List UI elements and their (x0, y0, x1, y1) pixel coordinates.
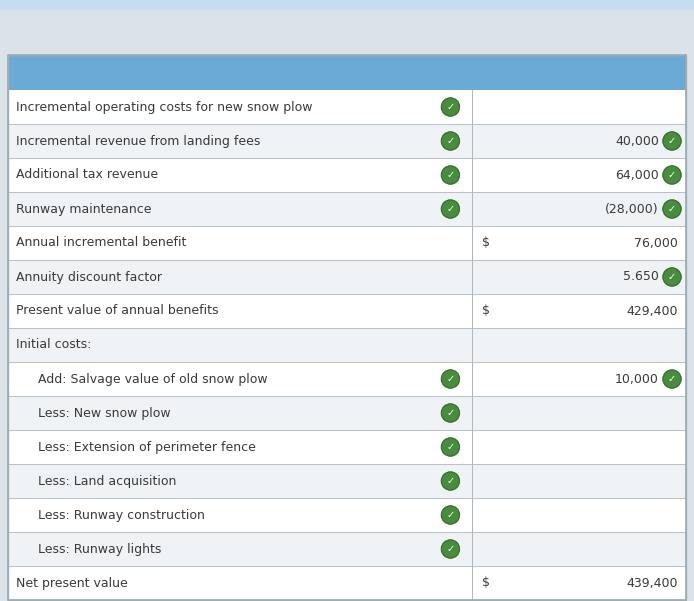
Text: ✓: ✓ (446, 442, 455, 452)
Text: Runway maintenance: Runway maintenance (16, 203, 151, 216)
Text: Less: Runway construction: Less: Runway construction (38, 508, 205, 522)
Circle shape (441, 472, 459, 490)
Circle shape (441, 506, 459, 524)
Bar (8, 124, 686, 158)
Text: Annuity discount factor: Annuity discount factor (16, 270, 162, 284)
Text: ✓: ✓ (446, 408, 455, 418)
Text: $: $ (482, 576, 491, 590)
Bar (8, 226, 686, 260)
Circle shape (663, 268, 681, 286)
Text: Less: Runway lights: Less: Runway lights (38, 543, 162, 555)
Text: Less: Extension of perimeter fence: Less: Extension of perimeter fence (38, 441, 256, 454)
Text: $: $ (482, 237, 491, 249)
Circle shape (441, 200, 459, 218)
Circle shape (441, 438, 459, 456)
Text: ✓: ✓ (668, 136, 676, 146)
Bar (8, 192, 686, 226)
Bar (8, 328, 686, 362)
Text: 64,000: 64,000 (616, 168, 659, 182)
Circle shape (441, 132, 459, 150)
Text: ✓: ✓ (668, 204, 676, 214)
Bar (8, 464, 686, 498)
Circle shape (663, 200, 681, 218)
Text: 429,400: 429,400 (627, 305, 678, 317)
Circle shape (663, 370, 681, 388)
Text: ✓: ✓ (668, 272, 676, 282)
Text: Initial costs:: Initial costs: (16, 338, 92, 352)
Text: Incremental revenue from landing fees: Incremental revenue from landing fees (16, 135, 260, 147)
Bar (8, 294, 686, 328)
Text: ✓: ✓ (668, 374, 676, 384)
Circle shape (663, 132, 681, 150)
Text: ✓: ✓ (446, 136, 455, 146)
Text: ✓: ✓ (446, 374, 455, 384)
Circle shape (441, 404, 459, 422)
Bar (0, 0, 694, 10)
Text: Net present value: Net present value (16, 576, 128, 590)
Bar (8, 430, 686, 464)
Text: ✓: ✓ (446, 476, 455, 486)
Bar (8, 260, 686, 294)
Text: Less: Land acquisition: Less: Land acquisition (38, 475, 176, 487)
Bar (8, 55, 686, 90)
Text: ✓: ✓ (446, 204, 455, 214)
Text: ✓: ✓ (446, 510, 455, 520)
Text: Annual incremental benefit: Annual incremental benefit (16, 237, 187, 249)
Circle shape (441, 540, 459, 558)
Text: 40,000: 40,000 (615, 135, 659, 147)
Text: ✓: ✓ (446, 544, 455, 554)
Text: Additional tax revenue: Additional tax revenue (16, 168, 158, 182)
Bar (8, 90, 686, 124)
Bar (8, 158, 686, 192)
Bar (8, 566, 686, 600)
Text: 5.650: 5.650 (623, 270, 659, 284)
Text: Add: Salvage value of old snow plow: Add: Salvage value of old snow plow (38, 373, 268, 385)
Bar (8, 396, 686, 430)
Text: Incremental operating costs for new snow plow: Incremental operating costs for new snow… (16, 100, 312, 114)
Circle shape (441, 370, 459, 388)
Circle shape (441, 166, 459, 184)
Text: 439,400: 439,400 (627, 576, 678, 590)
Bar (8, 498, 686, 532)
Text: $: $ (482, 305, 491, 317)
Text: ✓: ✓ (446, 102, 455, 112)
Bar (8, 532, 686, 566)
Text: Present value of annual benefits: Present value of annual benefits (16, 305, 219, 317)
Circle shape (663, 166, 681, 184)
Text: ✓: ✓ (446, 170, 455, 180)
Text: (28,000): (28,000) (605, 203, 659, 216)
Text: 10,000: 10,000 (615, 373, 659, 385)
Text: ✓: ✓ (668, 170, 676, 180)
Text: Less: New snow plow: Less: New snow plow (38, 406, 171, 419)
Bar (8, 362, 686, 396)
Circle shape (441, 98, 459, 116)
Text: 76,000: 76,000 (634, 237, 678, 249)
